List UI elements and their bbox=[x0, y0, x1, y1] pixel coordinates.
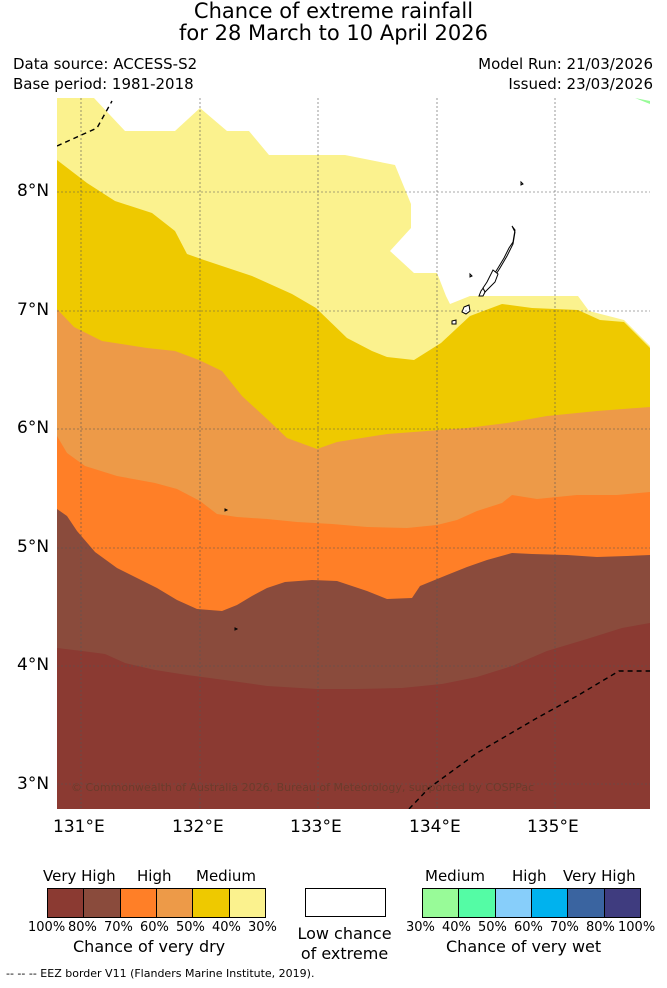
legend-wet-swatch bbox=[531, 889, 569, 917]
issued-date: Issued: 23/03/2026 bbox=[508, 75, 653, 93]
legend-low-line2: of extreme bbox=[300, 944, 389, 963]
legend-wet-swatch bbox=[423, 889, 460, 917]
legend-dry-swatch bbox=[120, 889, 157, 917]
eez-border bbox=[57, 100, 650, 809]
lon-tick-135e: 135°E bbox=[527, 817, 579, 837]
legend-wet-colorbar bbox=[422, 888, 641, 918]
palau-islands bbox=[224, 180, 524, 631]
legend-dry-swatch bbox=[229, 889, 265, 917]
wet-medium-patch bbox=[635, 98, 650, 104]
legend-dry-swatch bbox=[48, 889, 85, 917]
lon-tick-131e: 131°E bbox=[53, 817, 105, 837]
legend-dry-very-high: Very High bbox=[43, 867, 116, 885]
legend-wet-pct: 80% bbox=[586, 920, 615, 935]
rainfall-map: © Commonwealth of Australia 2026, Bureau… bbox=[57, 98, 650, 809]
lat-tick-8n: 8°N bbox=[17, 181, 50, 201]
legend-dry-medium: Medium bbox=[196, 867, 256, 885]
legend-wet-pct: 40% bbox=[442, 920, 471, 935]
legend-dry-colorbar bbox=[47, 888, 266, 918]
lon-tick-132e: 132°E bbox=[172, 817, 224, 837]
legend-dry-title: Chance of very dry bbox=[73, 937, 226, 956]
legend-dry-pct: 50% bbox=[176, 920, 205, 935]
legend-dry-pct: 70% bbox=[104, 920, 133, 935]
lat-tick-6n: 6°N bbox=[17, 418, 50, 438]
legend-low-line1: Low chance bbox=[297, 924, 392, 943]
legend-dry-pct: 30% bbox=[248, 920, 277, 935]
legend-wet-pct: 30% bbox=[406, 920, 435, 935]
lon-tick-134e: 134°E bbox=[409, 817, 461, 837]
lat-tick-5n: 5°N bbox=[17, 537, 50, 557]
model-run: Model Run: 21/03/2026 bbox=[478, 55, 653, 73]
data-source: Data source: ACCESS-S2 bbox=[13, 55, 198, 73]
legend-wet-swatch bbox=[459, 889, 496, 917]
chart-title-line2: for 28 March to 10 April 2026 bbox=[179, 21, 488, 45]
legend-wet-pct: 100% bbox=[618, 920, 656, 935]
legend-dry-pct: 80% bbox=[68, 920, 97, 935]
lat-tick-7n: 7°N bbox=[17, 300, 50, 320]
legend-wet-swatch bbox=[495, 889, 532, 917]
legend-dry-swatch bbox=[156, 889, 194, 917]
legend-dry-swatch bbox=[193, 889, 230, 917]
legend-dry-pct: 100% bbox=[28, 920, 66, 935]
legend-wet-high: High bbox=[512, 867, 547, 885]
legend-wet-pct: 60% bbox=[514, 920, 543, 935]
map-gridlines bbox=[57, 98, 650, 809]
legend-dry-pct: 60% bbox=[140, 920, 169, 935]
legend-wet-title: Chance of very wet bbox=[446, 937, 602, 956]
legend-dry-swatch bbox=[84, 889, 121, 917]
chart-title-line1: Chance of extreme rainfall bbox=[193, 0, 474, 23]
legend-dry-high: High bbox=[137, 867, 172, 885]
base-period: Base period: 1981-2018 bbox=[13, 75, 194, 93]
lat-tick-4n: 4°N bbox=[17, 655, 50, 675]
legend-dry-pct: 40% bbox=[212, 920, 241, 935]
zone-dry-very-high-dark bbox=[57, 623, 650, 809]
eez-footnote: -- -- -- EEZ border V11 (Flanders Marine… bbox=[6, 967, 315, 980]
map-copyright: © Commonwealth of Australia 2026, Bureau… bbox=[71, 781, 534, 794]
legend-wet-swatch bbox=[604, 889, 640, 917]
legend-wet-very-high: Very High bbox=[563, 867, 636, 885]
lon-tick-133e: 133°E bbox=[290, 817, 342, 837]
lat-tick-3n: 3°N bbox=[17, 774, 50, 794]
legend-wet-pct: 50% bbox=[478, 920, 507, 935]
legend-low-swatch bbox=[305, 888, 386, 917]
legend-wet-swatch bbox=[568, 889, 605, 917]
legend-wet-pct: 70% bbox=[550, 920, 579, 935]
legend-wet-medium: Medium bbox=[425, 867, 485, 885]
